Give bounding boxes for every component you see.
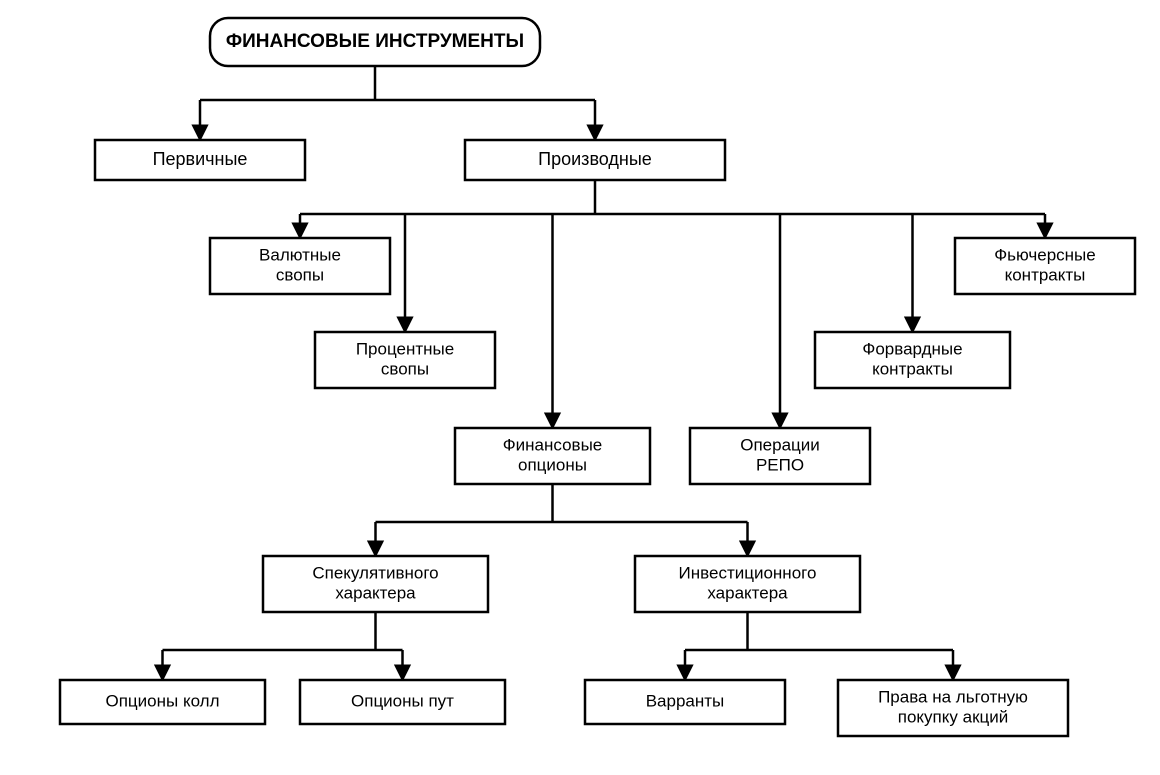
node-label-forward: контракты [872,359,953,378]
node-label-rights: Права на льготную [878,688,1028,707]
node-label-repo: РЕПО [756,455,804,474]
node-label-invest: характера [707,583,788,602]
node-label-currswap: Валютные [259,246,341,265]
node-label-root: ФИНАНСОВЫЕ ИНСТРУМЕНТЫ [226,31,524,52]
node-label-primary: Первичные [153,149,248,169]
node-label-repo: Операции [740,436,820,455]
node-primary: Первичные [95,140,305,180]
node-label-rights: покупку акций [898,707,1008,726]
node-label-futures: Фьючерсные [994,246,1096,265]
node-label-finopt: Финансовые [503,436,603,455]
node-label-forward: Форвардные [862,340,962,359]
node-repo: ОперацииРЕПО [690,428,870,484]
node-label-spec: Спекулятивного [312,564,438,583]
flowchart: ФИНАНСОВЫЕ ИНСТРУМЕНТЫ Первичные Производн… [0,0,1160,775]
node-put: Опционы пут [300,680,505,724]
node-forward: Форвардныеконтракты [815,332,1010,388]
node-call: Опционы колл [60,680,265,724]
node-label-put: Опционы пут [351,691,454,710]
node-label-warrant: Варранты [646,691,725,710]
node-spec: Спекулятивногохарактера [263,556,488,612]
node-currswap: Валютныесвопы [210,238,390,294]
node-deriv: Производные [465,140,725,180]
node-intswap: Процентныесвопы [315,332,495,388]
node-futures: Фьючерсныеконтракты [955,238,1135,294]
node-label-currswap: свопы [276,265,324,284]
node-warrant: Варранты [585,680,785,724]
node-label-call: Опционы колл [106,691,220,710]
node-finopt: Финансовыеопционы [455,428,650,484]
node-root: ФИНАНСОВЫЕ ИНСТРУМЕНТЫ [210,18,540,66]
node-label-invest: Инвестиционного [679,564,817,583]
node-label-futures: контракты [1005,265,1086,284]
node-rights: Права на льготнуюпокупку акций [838,680,1068,736]
node-label-finopt: опционы [518,455,587,474]
node-label-spec: характера [335,583,416,602]
node-label-intswap: свопы [381,359,429,378]
node-invest: Инвестиционногохарактера [635,556,860,612]
node-label-deriv: Производные [538,149,652,169]
nodes-layer: ФИНАНСОВЫЕ ИНСТРУМЕНТЫ Первичные Производн… [60,18,1135,736]
node-label-intswap: Процентные [356,340,454,359]
